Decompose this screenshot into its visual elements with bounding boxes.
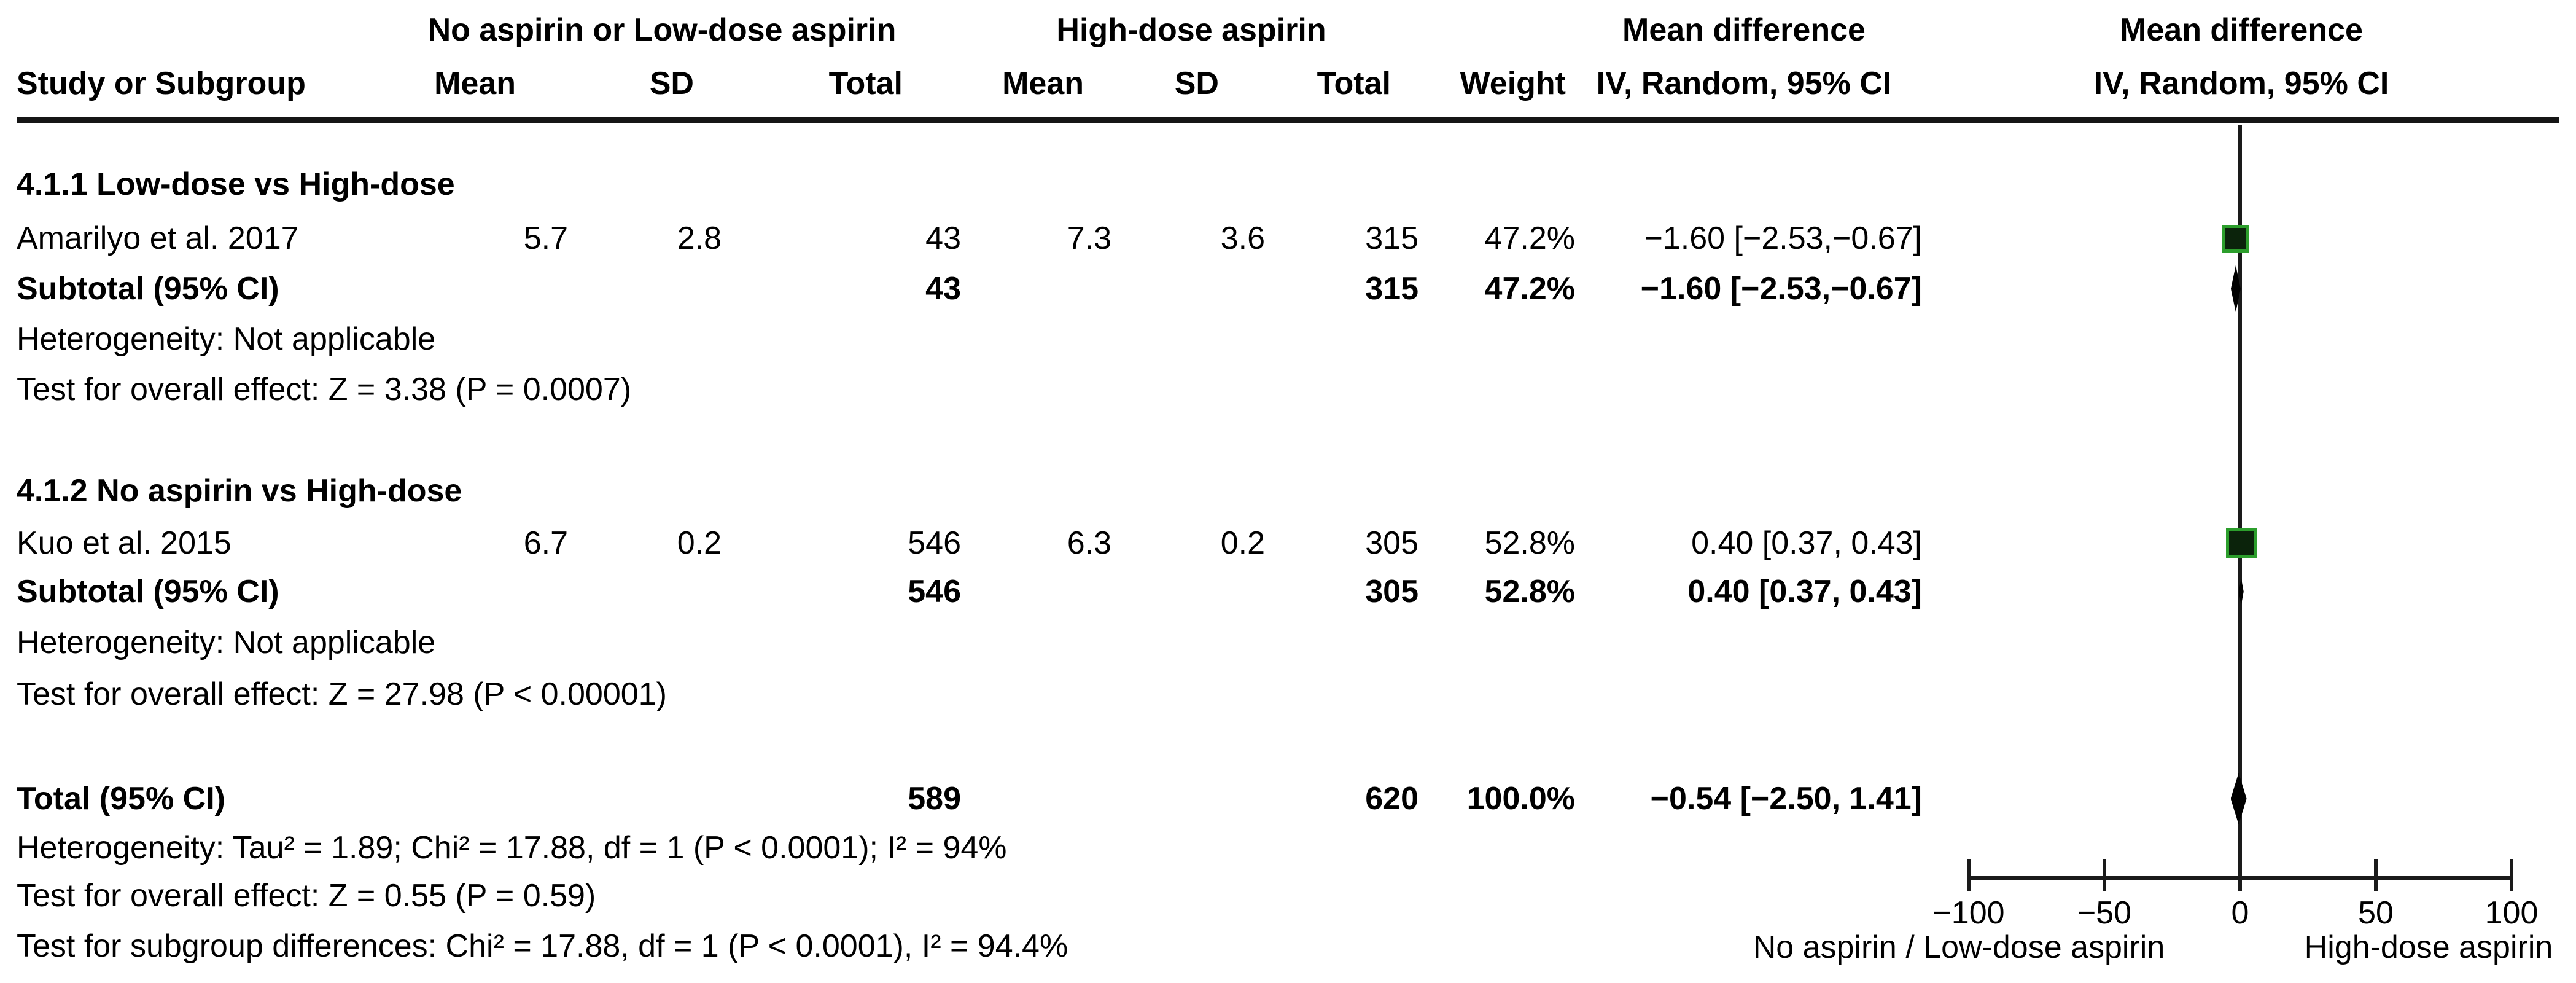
- study-name: Kuo et al. 2015: [17, 525, 232, 561]
- study-name: Amarilyo et al. 2017: [17, 221, 299, 256]
- col-header-sd1: SD: [649, 66, 694, 101]
- heterogeneity-text: Heterogeneity: Tau² = 1.89; Chi² = 17.88…: [17, 830, 1007, 866]
- study-row-kuo: Kuo et al. 2015 6.7 0.2 546 6.3 0.2 305 …: [0, 524, 2576, 562]
- subtotal-weight: 47.2%: [1484, 271, 1575, 307]
- study-mean2: 7.3: [1067, 221, 1111, 256]
- subgroup-differences-text: Test for subgroup differences: Chi² = 17…: [17, 928, 1068, 964]
- group1-header: No aspirin or Low-dose aspirin: [427, 12, 897, 48]
- study-ci: −1.60 [−2.53,−0.67]: [1644, 221, 1922, 256]
- col-header-total2: Total: [1317, 66, 1391, 101]
- mean-difference-header-stat: Mean difference: [1622, 12, 1866, 48]
- overall-effect-text: Test for overall effect: Z = 27.98 (P < …: [17, 676, 667, 712]
- subtotal-total2: 305: [1365, 574, 1418, 609]
- axis-tick: [2103, 859, 2106, 891]
- col-header-weight: Weight: [1460, 66, 1566, 101]
- study-mean1: 5.7: [523, 221, 568, 256]
- subtotal-ci: −1.60 [−2.53,−0.67]: [1640, 271, 1922, 307]
- subtotal-total2: 315: [1365, 271, 1418, 307]
- subtotal-weight: 52.8%: [1484, 574, 1575, 609]
- zero-effect-line: [2238, 125, 2242, 879]
- col-header-total1: Total: [828, 66, 903, 101]
- overall-effect-text: Test for overall effect: Z = 3.38 (P = 0…: [17, 372, 632, 407]
- study-sd1: 0.2: [677, 525, 722, 561]
- total-total2: 620: [1365, 781, 1418, 817]
- heterogeneity-line-2: Heterogeneity: Not applicable: [0, 624, 2576, 662]
- forest-marker-diamond: [2230, 265, 2241, 312]
- heterogeneity-text: Heterogeneity: Not applicable: [17, 321, 436, 357]
- subtotal-ci: 0.40 [0.37, 0.43]: [1687, 574, 1922, 609]
- subgroup-heading-1-label: 4.1.1 Low-dose vs High-dose: [17, 166, 455, 202]
- axis-tick-label: −100: [1932, 895, 2005, 931]
- study-weight: 52.8%: [1484, 525, 1575, 561]
- axis-label-favours-right: High-dose aspirin: [2304, 930, 2553, 965]
- study-total1: 546: [908, 525, 961, 561]
- subtotal-row-1: Subtotal (95% CI) 43 315 47.2% −1.60 [−2…: [0, 270, 2576, 308]
- overall-effect-line-2: Test for overall effect: Z = 27.98 (P < …: [0, 675, 2576, 713]
- forest-marker-square: [2225, 528, 2257, 558]
- axis-tick-label: −50: [2077, 895, 2132, 931]
- subgroup-differences-line: Test for subgroup differences: Chi² = 17…: [0, 927, 2576, 965]
- study-mean1: 6.7: [523, 525, 568, 561]
- forest-marker-diamond: [2238, 578, 2244, 605]
- study-total1: 43: [925, 221, 961, 256]
- study-sd2: 0.2: [1220, 525, 1265, 561]
- axis-tick: [2238, 859, 2242, 891]
- axis-tick-label: 0: [2231, 895, 2249, 931]
- total-label: Total (95% CI): [17, 781, 225, 817]
- axis-tick: [1967, 859, 1971, 891]
- forest-marker-square: [2222, 224, 2250, 253]
- header-rule: [17, 117, 2559, 123]
- col-header-iv-random-stat: IV, Random, 95% CI: [1596, 66, 1892, 101]
- total-ci: −0.54 [−2.50, 1.41]: [1650, 781, 1922, 817]
- study-sd2: 3.6: [1220, 221, 1265, 256]
- group2-header: High-dose aspirin: [1056, 12, 1326, 48]
- axis-tick: [2510, 859, 2513, 891]
- subgroup-heading-2-label: 4.1.2 No aspirin vs High-dose: [17, 473, 462, 509]
- study-weight: 47.2%: [1484, 221, 1575, 256]
- subtotal-total1: 43: [925, 271, 961, 307]
- heterogeneity-line-1: Heterogeneity: Not applicable: [0, 320, 2576, 358]
- total-row: Total (95% CI) 589 620 100.0% −0.54 [−2.…: [0, 780, 2576, 818]
- overall-effect-text: Test for overall effect: Z = 0.55 (P = 0…: [17, 878, 596, 914]
- study-sd1: 2.8: [677, 221, 722, 256]
- subgroup-heading-1: 4.1.1 Low-dose vs High-dose: [0, 165, 2576, 203]
- mean-difference-header-plot: Mean difference: [2120, 12, 2363, 48]
- col-header-sd2: SD: [1174, 66, 1219, 101]
- study-total2: 315: [1365, 221, 1418, 256]
- overall-effect-line-total: Test for overall effect: Z = 0.55 (P = 0…: [0, 877, 2576, 915]
- axis-tick-label: 50: [2358, 895, 2394, 931]
- study-ci: 0.40 [0.37, 0.43]: [1691, 525, 1922, 561]
- col-header-iv-random-plot: IV, Random, 95% CI: [2093, 66, 2389, 101]
- heterogeneity-text: Heterogeneity: Not applicable: [17, 625, 436, 660]
- col-header-study: Study or Subgroup: [17, 66, 306, 101]
- study-total2: 305: [1365, 525, 1418, 561]
- subtotal-total1: 546: [908, 574, 961, 609]
- axis-tick: [2374, 859, 2378, 891]
- study-row-amarilyo: Amarilyo et al. 2017 5.7 2.8 43 7.3 3.6 …: [0, 219, 2576, 257]
- col-header-mean1: Mean: [434, 66, 516, 101]
- subtotal-row-2: Subtotal (95% CI) 546 305 52.8% 0.40 [0.…: [0, 573, 2576, 611]
- subgroup-heading-2: 4.1.2 No aspirin vs High-dose: [0, 472, 2576, 510]
- subtotal-label: Subtotal (95% CI): [17, 271, 279, 307]
- col-header-mean2: Mean: [1002, 66, 1084, 101]
- header-row-groups: No aspirin or Low-dose aspirin High-dose…: [0, 11, 2576, 49]
- total-weight: 100.0%: [1466, 781, 1575, 817]
- header-row-columns: Study or Subgroup Mean SD Total Mean SD …: [0, 65, 2576, 103]
- total-total1: 589: [908, 781, 961, 817]
- study-mean2: 6.3: [1067, 525, 1111, 561]
- overall-effect-line-1: Test for overall effect: Z = 3.38 (P = 0…: [0, 370, 2576, 409]
- subtotal-label: Subtotal (95% CI): [17, 574, 279, 609]
- axis-label-favours-left: No aspirin / Low-dose aspirin: [1753, 930, 2165, 965]
- axis-tick-label: 100: [2485, 895, 2539, 931]
- heterogeneity-line-total: Heterogeneity: Tau² = 1.89; Chi² = 17.88…: [0, 829, 2576, 867]
